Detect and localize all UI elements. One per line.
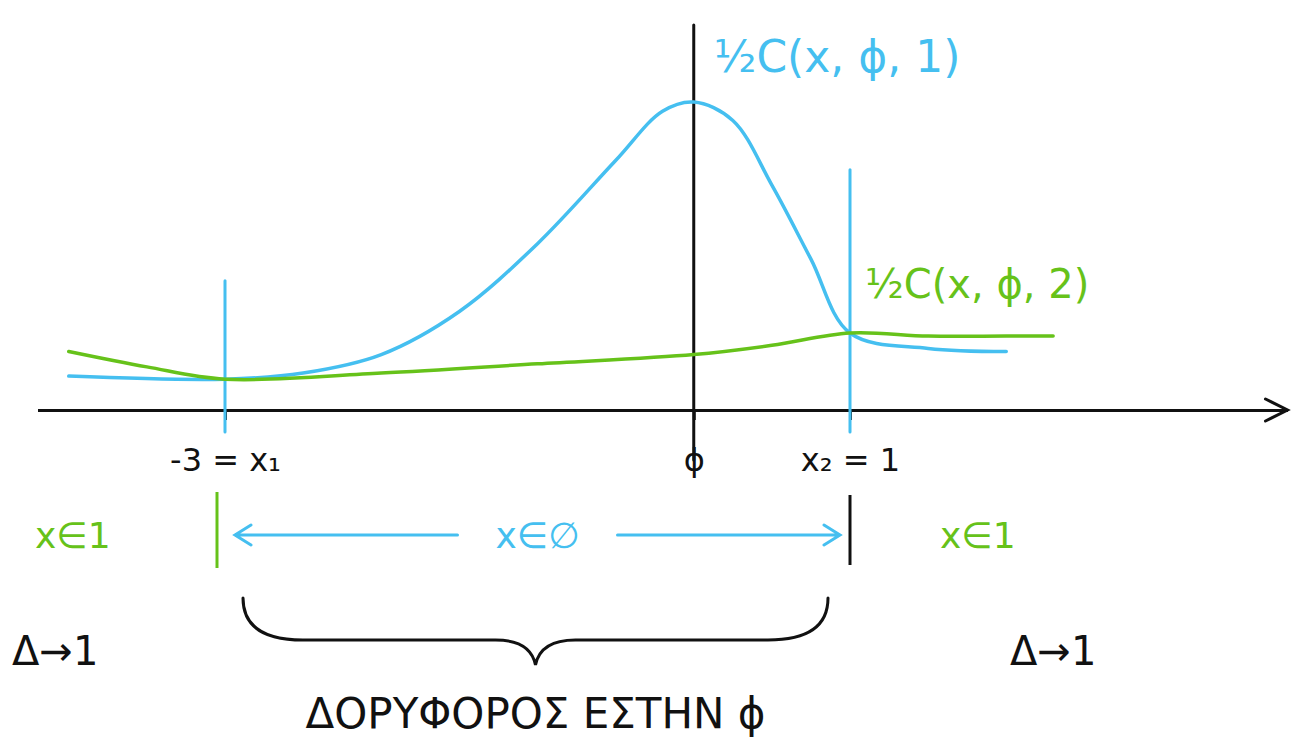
series-line (69, 333, 1053, 380)
annotation: x∈∅ (495, 515, 579, 556)
series-line (69, 102, 1007, 380)
arrow (618, 525, 841, 545)
chart: -3 = x₁ ϕ x₂ = 1 ½C(x, ϕ, 1) ½C(x, ϕ, 2) x∈1 x… (0, 0, 1307, 751)
separator (849, 495, 852, 565)
guide-line (224, 281, 227, 432)
annotation: ΔΟΡΥΦΟΡΟΣ ΕΣΤΗΝ ϕ (306, 689, 766, 738)
annotation: x∈1 (35, 515, 111, 556)
x-tick-label: ϕ (684, 441, 705, 479)
brace (243, 598, 828, 665)
separator (216, 492, 219, 568)
x-tick-label: x₂ = 1 (801, 441, 900, 479)
annotation: Δ→1 (12, 628, 98, 674)
x-tick-mark (693, 410, 696, 420)
x-axis-arrow (1266, 399, 1288, 421)
annotation-decor (217, 492, 850, 665)
series-label: ½C(x, ϕ, 2) (865, 261, 1089, 307)
plot-area (69, 102, 1053, 380)
arrow (235, 525, 458, 545)
annotation: Δ→1 (1010, 628, 1096, 674)
x-tick-label: -3 = x₁ (170, 441, 281, 479)
annotation: x∈1 (940, 515, 1016, 556)
x-tick: ϕ (684, 410, 705, 479)
series-label: ½C(x, ϕ, 1) (714, 31, 961, 82)
guide-line (849, 170, 852, 432)
y-axis-line (692, 25, 695, 460)
